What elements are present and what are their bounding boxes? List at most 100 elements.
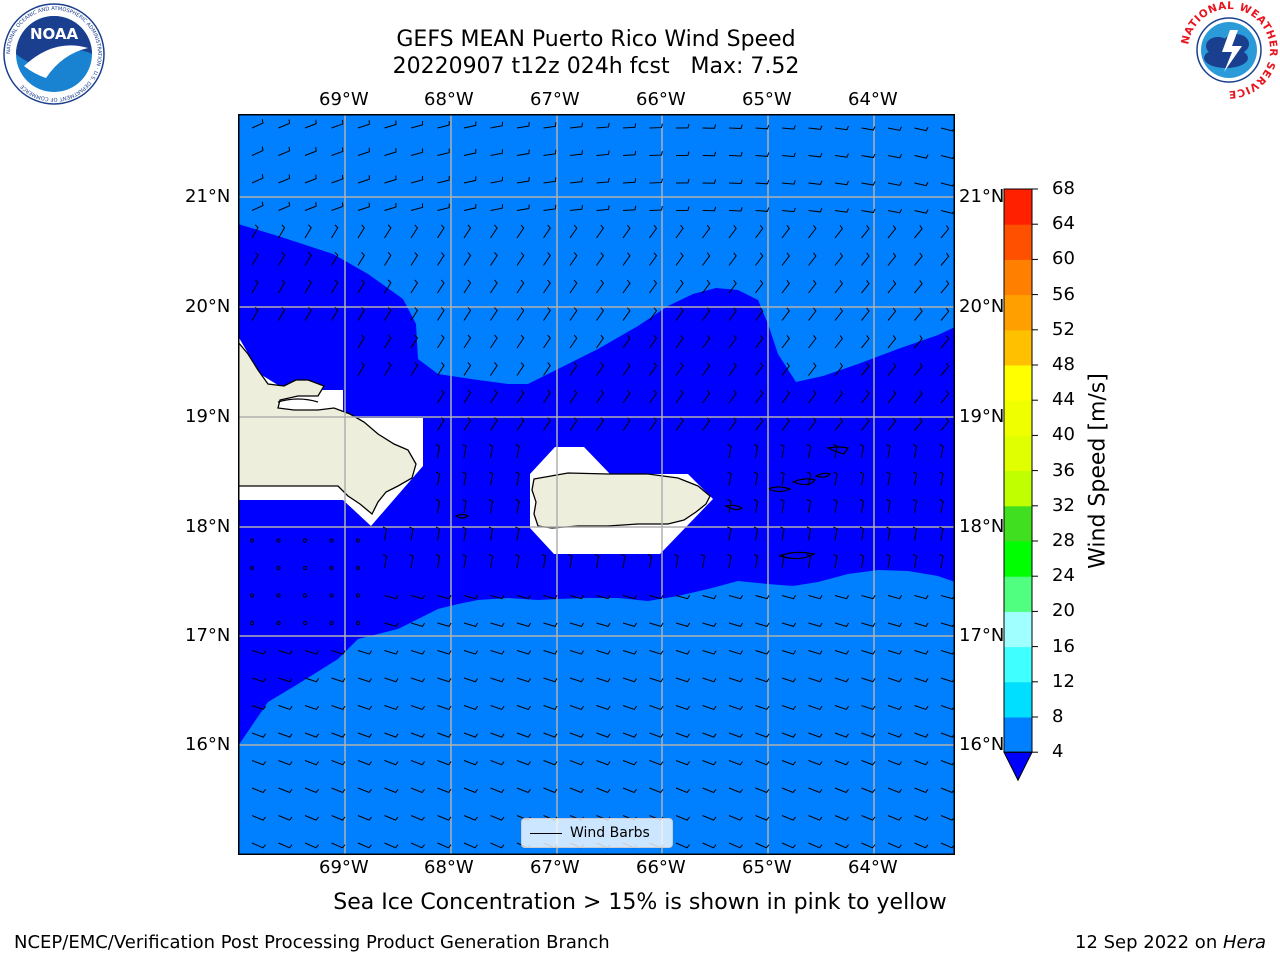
wind-barb-calm [302, 538, 308, 543]
wind-barb [808, 280, 817, 294]
puerto-rico-land [531, 472, 711, 529]
wind-barb [569, 205, 584, 211]
wind-barb [516, 279, 525, 294]
wind-barb [728, 179, 743, 185]
wind-barb [622, 252, 631, 266]
wind-barb [912, 471, 918, 486]
wind-barb [887, 362, 897, 376]
wind-barb [649, 417, 658, 431]
wind-barb [490, 815, 505, 821]
wind-barb [490, 389, 498, 404]
wind-barb [437, 815, 452, 821]
wind-barb [861, 787, 876, 794]
title-line-1: GEFS MEAN Puerto Rico Wind Speed [396, 27, 796, 52]
wind-barb [859, 471, 865, 486]
wind-barb [861, 335, 870, 349]
wind-barb [886, 444, 891, 459]
wind-barb [808, 125, 823, 130]
wind-barb [463, 594, 479, 600]
wind-barb [490, 149, 504, 156]
wind-barb [887, 760, 902, 766]
wind-barb [463, 176, 477, 184]
wind-barb [543, 760, 558, 766]
wind-barb [516, 787, 531, 794]
wind-barb [437, 760, 452, 766]
wind-barb [702, 389, 711, 404]
wind-barb [304, 119, 317, 129]
wind-barb [463, 842, 478, 849]
wind-barb [755, 252, 764, 266]
wind-barb [781, 677, 797, 683]
wind-barb [435, 526, 441, 541]
wind-barb [780, 526, 785, 541]
wind-barb [914, 705, 929, 711]
wind-barb [834, 622, 850, 627]
wind-barb [516, 622, 532, 627]
colorbar-band [1004, 435, 1032, 472]
wind-barb [251, 650, 267, 655]
wind-barb [331, 147, 344, 156]
wind-barb [569, 224, 578, 239]
wind-barb [861, 208, 876, 214]
wind-barb [702, 842, 717, 849]
wind-barb-calm [355, 538, 361, 543]
wind-barb [516, 177, 530, 184]
wind-barb [437, 203, 450, 211]
svg-text:NOAA: NOAA [30, 25, 79, 43]
wind-barb [781, 152, 796, 158]
wind-barb [569, 677, 585, 683]
wind-barb [861, 650, 876, 655]
wind-barb [463, 677, 479, 683]
colorbar [1003, 188, 1038, 782]
wind-barb [596, 224, 605, 239]
wind-barb [515, 471, 520, 486]
wind-barb [622, 123, 637, 129]
wind-barb [331, 705, 346, 711]
wind-barb [278, 174, 291, 184]
wind-barb [463, 362, 472, 376]
wind-barb [649, 206, 663, 211]
colorbar-band [1004, 294, 1032, 331]
wind-barb [728, 334, 737, 349]
wind-barb [755, 179, 770, 185]
wind-barb [304, 760, 319, 766]
colorbar-tick-label: 28 [1052, 530, 1075, 551]
wind-barb [331, 732, 346, 738]
wind-barb [569, 389, 578, 404]
wind-barb [251, 705, 266, 711]
wind-barb [834, 307, 844, 321]
wind-barb [357, 677, 373, 683]
legend-line-icon [530, 832, 562, 834]
wind-barb [516, 149, 530, 156]
wind-barb [675, 334, 684, 349]
wind-barb [755, 124, 770, 130]
colorbar-band [1004, 189, 1032, 225]
wind-barb [569, 150, 584, 156]
wind-barb [675, 760, 690, 766]
wind-barb [384, 815, 399, 821]
wind-barb [596, 177, 610, 184]
wind-barb [755, 594, 770, 600]
wind-barb [490, 732, 505, 738]
wind-barb [410, 175, 424, 184]
wind-barb [753, 554, 759, 569]
wind-barb [251, 201, 264, 211]
wind-barb [596, 279, 605, 294]
wind-barb [543, 650, 558, 655]
wind-barb [912, 526, 918, 541]
wind-barb [543, 279, 551, 294]
wind-barb [728, 815, 743, 821]
wind-barb [331, 677, 346, 683]
wind-barb [781, 787, 796, 794]
wind-barb [409, 554, 414, 569]
wind-barb [541, 554, 547, 569]
wind-barb [622, 389, 631, 404]
wind-barb [939, 471, 944, 486]
wind-barb [940, 335, 950, 349]
wind-barb [728, 152, 743, 157]
wind-barb [357, 224, 365, 239]
wind-barb [675, 594, 691, 600]
wind-barb [569, 307, 578, 321]
wind-barb [728, 787, 743, 794]
wind-barb [384, 120, 397, 129]
